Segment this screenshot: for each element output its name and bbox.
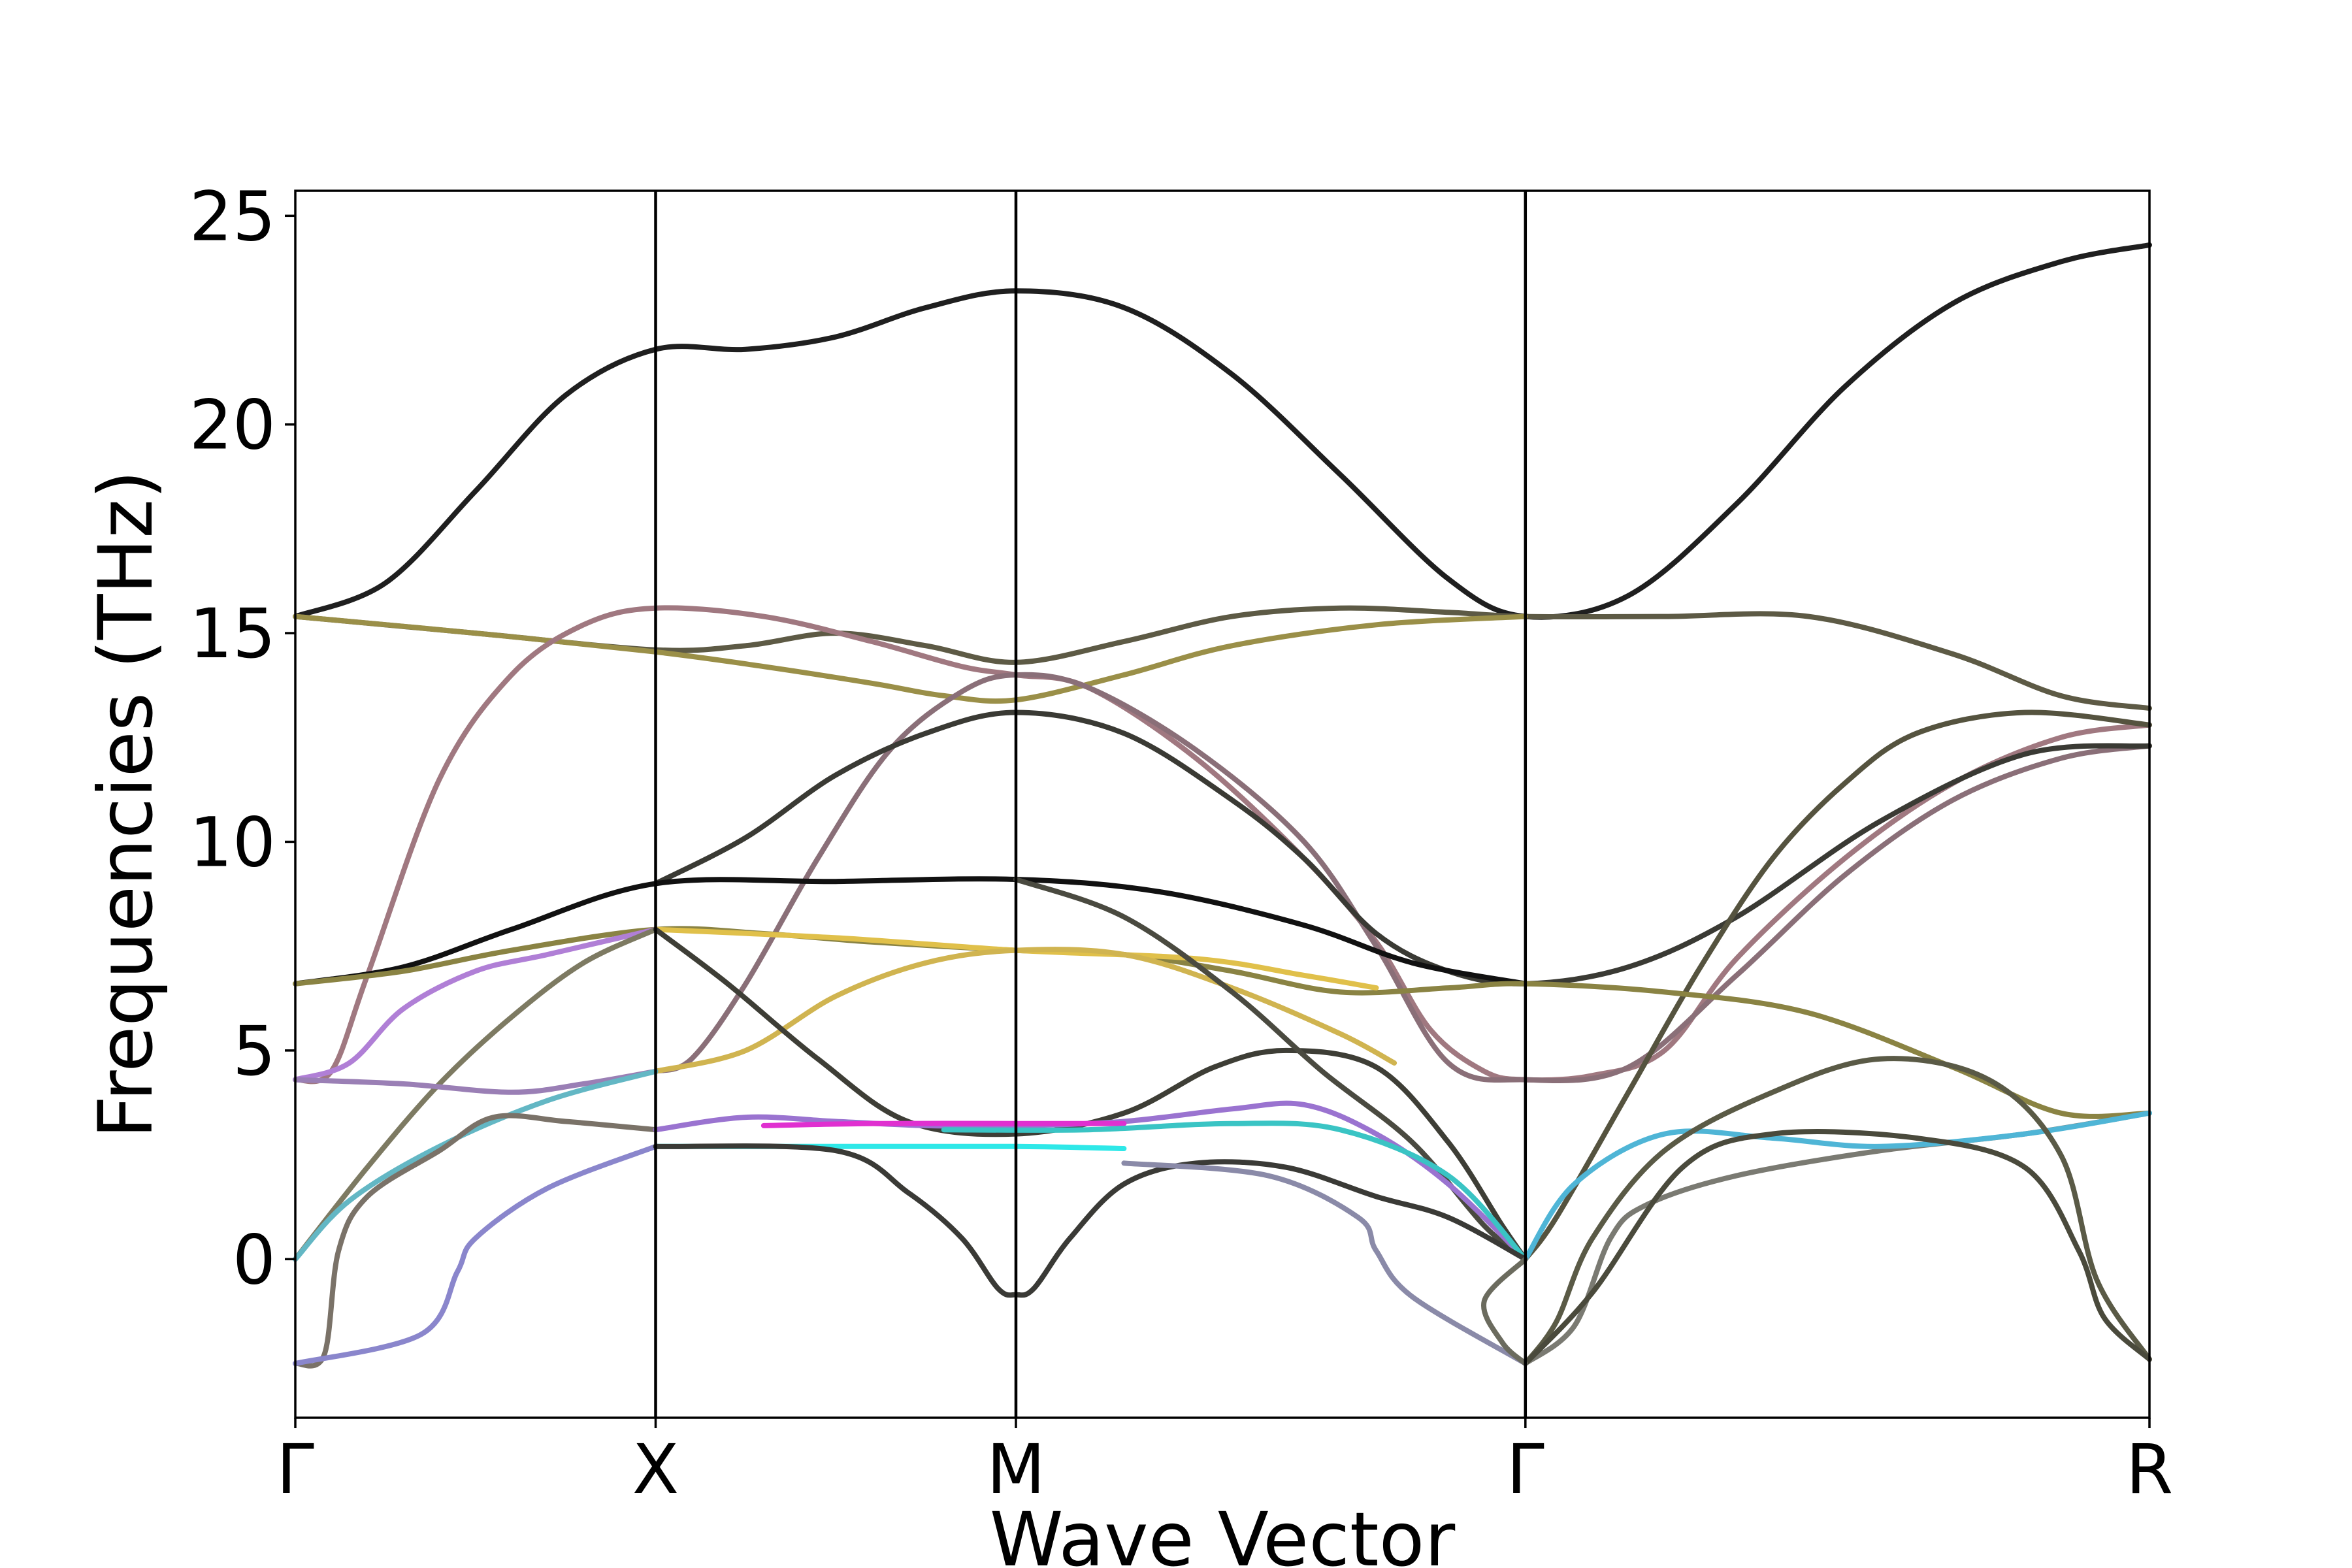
y-tick-label: 25 — [189, 176, 276, 256]
band-line-2 — [293, 605, 2152, 711]
band-lines — [293, 242, 2152, 1369]
band-line-27 — [1522, 1110, 2152, 1262]
x-tick-label: X — [632, 1429, 679, 1509]
band-line-24 — [653, 1143, 1528, 1298]
y-tick-labels: 0 5 10 15 20 25 — [189, 176, 295, 1299]
y-tick-label: 15 — [189, 594, 276, 674]
band-line-15 — [1013, 877, 1528, 1262]
y-tick-label: 10 — [189, 802, 276, 882]
band-line-5 — [653, 672, 2152, 1084]
y-axis-label: Frequencies (THz) — [82, 470, 169, 1138]
band-line-17 — [293, 1068, 659, 1262]
x-axis-label: Wave Vector — [990, 1496, 1456, 1568]
band-line-30 — [1480, 1256, 1528, 1366]
band-line-28 — [1522, 1056, 2152, 1366]
band-line-1 — [293, 242, 2152, 620]
band-line-6 — [653, 710, 2152, 987]
x-tick-label: M — [987, 1429, 1045, 1509]
band-line-20 — [760, 1120, 1127, 1128]
axes — [294, 189, 2151, 1419]
x-tick-label: Γ — [1507, 1429, 1544, 1509]
band-line-13 — [293, 926, 659, 1262]
band-line-21 — [941, 1120, 1528, 1262]
band-line-29 — [1522, 1129, 2152, 1366]
band-line-10 — [653, 926, 1379, 991]
band-line-8 — [293, 876, 1528, 987]
band-line-25 — [1121, 1160, 1528, 1366]
band-line-9 — [293, 926, 2152, 1119]
x-tick-label: Γ — [276, 1429, 314, 1509]
band-line-7 — [1522, 710, 2152, 1262]
band-line-14 — [653, 926, 1528, 1262]
y-tick-label: 20 — [189, 385, 276, 465]
band-line-23 — [293, 1143, 659, 1366]
band-line-18 — [293, 1113, 659, 1369]
y-tick-label: 0 — [233, 1220, 276, 1299]
x-tick-label: R — [2126, 1429, 2173, 1509]
plot-frame — [294, 189, 2151, 1419]
band-line-16 — [293, 1068, 659, 1095]
band-line-12 — [293, 926, 659, 1083]
band-line-4 — [293, 605, 2152, 1085]
band-line-3 — [293, 613, 1528, 704]
y-tick-label: 5 — [233, 1011, 276, 1091]
